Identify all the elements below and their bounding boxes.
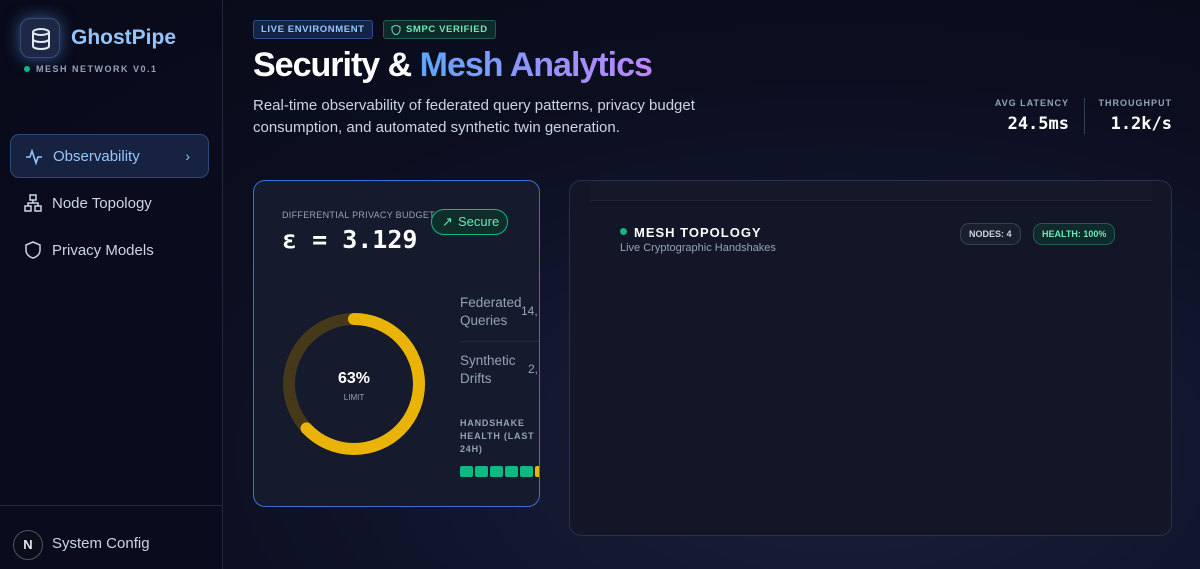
nav-item[interactable]: Node Topology <box>10 181 209 225</box>
metric-value: 14, <box>521 304 538 318</box>
badge-text: SMPC VERIFIED <box>406 24 488 35</box>
description: Real-time observability of federated que… <box>253 97 695 136</box>
divider <box>1084 98 1085 134</box>
privacy-card: DIFFERENTIAL PRIVACY BUDGET ↗ Secure ε = … <box>253 180 540 507</box>
status-badge: ↗ Secure <box>431 209 509 235</box>
health-segment <box>505 466 518 477</box>
topology-subtitle: Live Cryptographic Handshakes <box>620 242 776 254</box>
badge: SMPC VERIFIED <box>383 20 496 39</box>
badge: NODES: 4 <box>960 223 1021 245</box>
card-header-strip <box>590 181 1152 201</box>
title-accent: Mesh Analytics <box>419 46 653 84</box>
topology-title: MESH TOPOLOGY <box>634 225 762 240</box>
divider <box>460 341 539 342</box>
stat: AVG LATENCY 24.5ms <box>995 98 1069 134</box>
stat-value: 24.5ms <box>1007 114 1069 134</box>
metric-label: Federated Queries <box>460 295 522 328</box>
gauge-value: 63% <box>337 370 371 387</box>
metric-label: Synthetic Drifts <box>460 353 516 386</box>
title-plain: Security & <box>253 46 412 84</box>
badge: HEALTH: 100% <box>1033 223 1116 245</box>
nav-item[interactable]: Privacy Models <box>10 228 209 272</box>
page-title: Security & Mesh Analytics <box>253 46 653 85</box>
nav-label: Privacy Models <box>52 241 154 259</box>
metric-value: 2, <box>528 362 539 376</box>
topology-card: MESH TOPOLOGY Live Cryptographic Handsha… <box>569 180 1172 536</box>
avatar: N <box>13 530 43 560</box>
brand: GhostPipe <box>71 26 177 49</box>
health-label: HANDSHAKE HEALTH (LAST 24H) <box>460 418 535 454</box>
footer-label: System Config <box>52 535 150 552</box>
health-bar <box>460 466 539 477</box>
stat-label: THROUGHPUT <box>1098 98 1172 108</box>
sidebar-footer[interactable]: N System Config <box>0 505 223 569</box>
nav-label: Node Topology <box>52 194 152 212</box>
subtitle-text: MESH NETWORK V0.1 <box>36 64 158 74</box>
logo <box>20 18 60 58</box>
stat-value: 1.2k/s <box>1110 114 1172 134</box>
health-segment <box>520 466 533 477</box>
badge: LIVE ENVIRONMENT <box>253 20 373 39</box>
health-segment <box>475 466 488 477</box>
health-segment <box>535 466 539 477</box>
health-segment <box>490 466 503 477</box>
gauge-caption: LIMIT <box>343 393 365 402</box>
gauge-arc <box>283 313 425 455</box>
status-text: Secure <box>458 214 500 229</box>
status-dot <box>620 228 627 235</box>
nav-item[interactable]: Observability › <box>10 134 209 178</box>
brand-subtitle: MESH NETWORK V0.1 <box>24 64 158 74</box>
stat: THROUGHPUT 1.2k/s <box>1099 98 1173 134</box>
sidebar: GhostPipe MESH NETWORK V0.1 Observabilit… <box>0 0 223 569</box>
health-segment <box>460 466 473 477</box>
gauge <box>283 313 425 455</box>
nav-label: Observability <box>53 147 140 165</box>
card-label: DIFFERENTIAL PRIVACY BUDGET <box>282 210 435 220</box>
stat-label: AVG LATENCY <box>994 98 1069 108</box>
epsilon: ε = 3.129 <box>282 225 418 254</box>
